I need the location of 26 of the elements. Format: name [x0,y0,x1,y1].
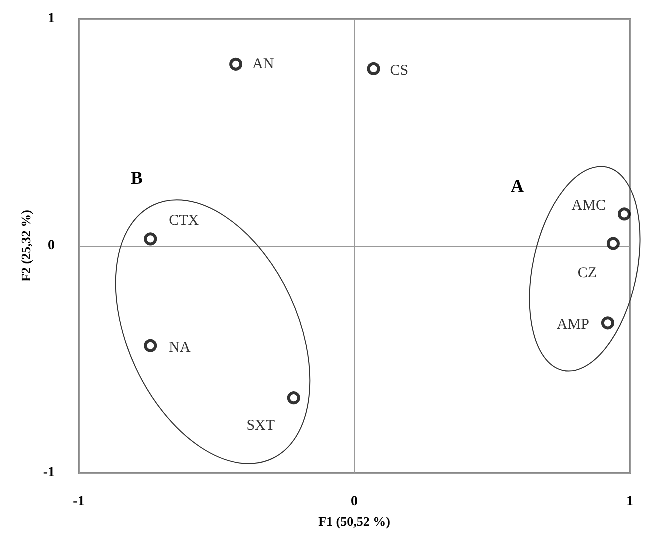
x-tick-label: -1 [73,494,85,510]
point [606,237,620,250]
y-tick-label: 1 [48,12,55,26]
series-label: CZ [578,266,598,282]
x-tick-label: 1 [626,494,634,510]
series-label: AN [252,56,274,72]
series-label: SXT [246,418,276,434]
point [230,58,243,71]
series-label: NA [169,340,191,356]
series-label: AMP [556,317,590,334]
point [367,62,380,76]
x-tick-label: 0 [351,494,358,510]
point [287,392,300,405]
series-label: CS [390,62,409,79]
point [144,232,158,246]
point [601,316,614,330]
point [618,208,631,221]
x-axis-title: F1 (50,52 %) [318,514,390,529]
y-axis-title: F2 (25,32 %) [18,210,34,282]
series-label: AMC [572,198,606,214]
annotation: B [131,168,144,188]
series-label: CTX [169,213,200,230]
annotation: A [511,176,524,196]
y-tick-label: 0 [48,238,55,254]
y-tick-label: -1 [43,466,55,480]
point [144,339,158,352]
